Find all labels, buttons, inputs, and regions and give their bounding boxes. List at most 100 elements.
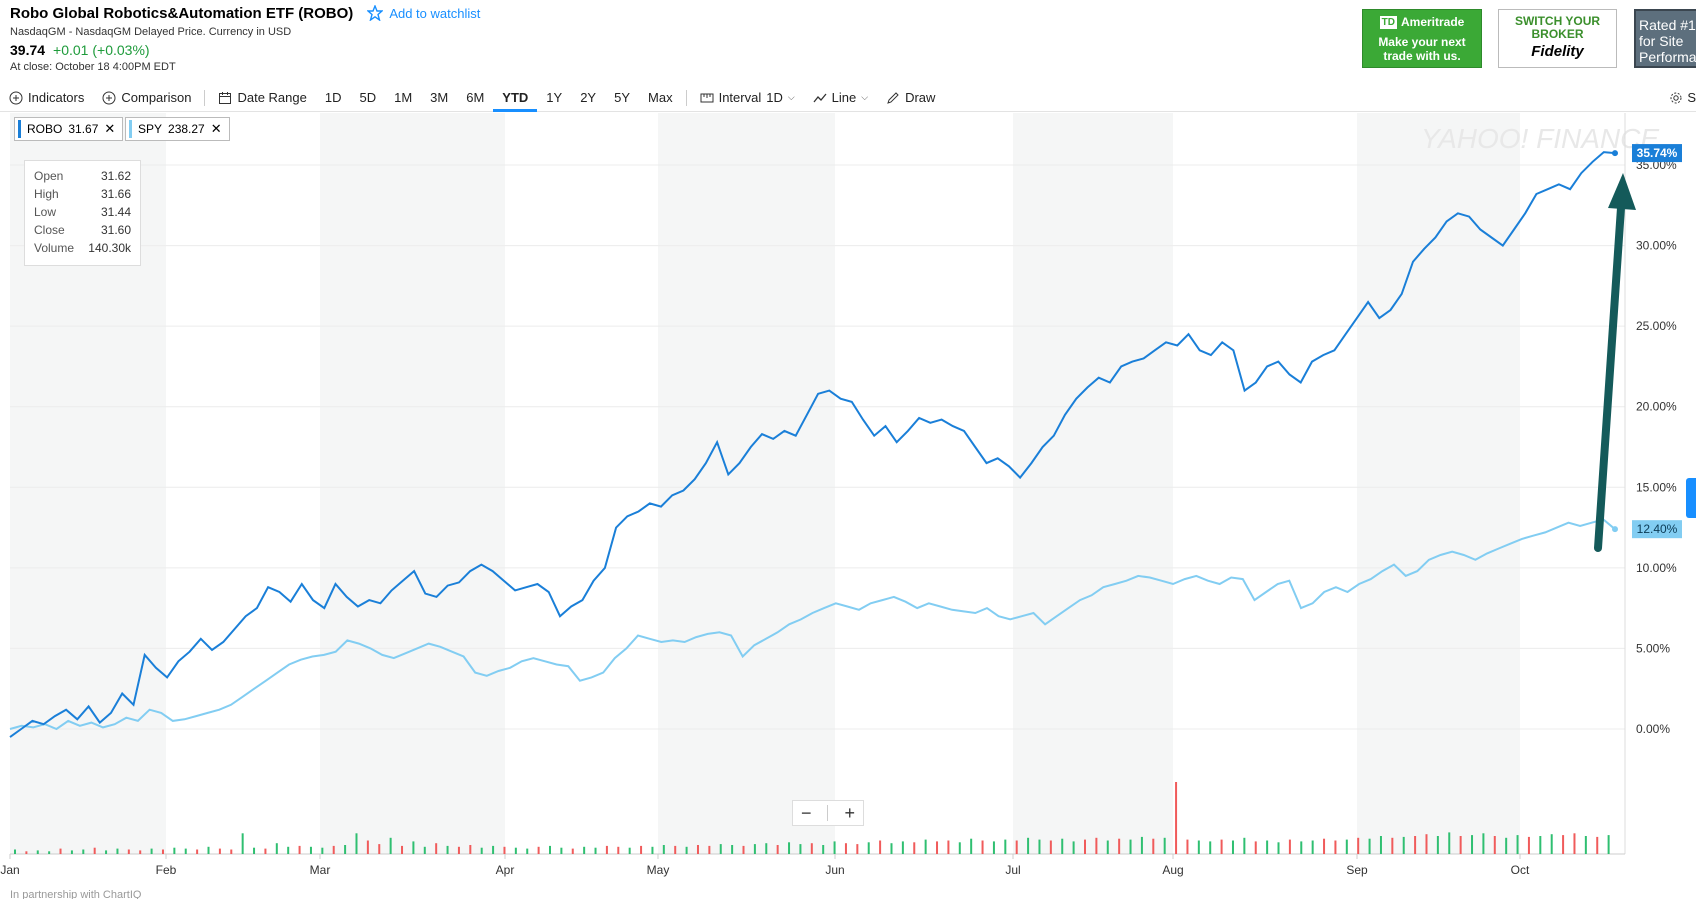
volume-bar [457,846,460,854]
x-tick-label: Sep [1346,863,1368,877]
volume-bar [230,849,233,854]
series-end-label: 12.40% [1637,522,1678,536]
volume-bar [298,845,301,854]
volume-bar [867,842,870,854]
robo-series-pill[interactable]: ROBO 31.67 ✕ [14,117,124,141]
watermark-text: YAHOO! FINANCE [1421,123,1659,154]
y-tick-label: 20.00% [1636,400,1677,414]
volume-bar [537,846,540,854]
range-button-1m[interactable]: 1M [394,90,413,105]
x-tick-label: Mar [310,863,331,877]
volume-bar [469,845,472,854]
close-icon[interactable]: ✕ [210,121,222,136]
volume-bar [981,840,984,854]
volume-bar [742,845,745,854]
zoom-in-button[interactable]: + [844,802,855,823]
close-info: At close: October 18 4:00PM EDT [10,61,176,73]
volume-bar [196,849,199,854]
interval-dropdown[interactable]: Interval 1D ⌵ [691,84,804,112]
volume-bar [1186,839,1189,854]
y-tick-label: 5.00% [1636,641,1670,655]
series-color-bar [18,120,21,138]
fidelity-ad[interactable]: SWITCH YOUR BROKER Fidelity [1498,9,1617,68]
series-end-dot [1612,150,1618,157]
pill-value: 238.27 [168,122,205,136]
range-button-ytd[interactable]: YTD [493,84,538,112]
line-type-dropdown[interactable]: Line ⌵ [804,84,877,112]
volume-bar [1345,839,1348,854]
volume-bar [696,845,699,854]
add-to-watchlist-button[interactable]: Add to watchlist [367,5,480,21]
volume-bar [1379,836,1382,854]
range-button-5y[interactable]: 5Y [614,90,631,105]
range-button-2y[interactable]: 2Y [580,90,597,105]
volume-bar [446,845,449,854]
series-end-dot [1612,526,1618,533]
range-button-1d[interactable]: 1D [324,90,342,105]
x-tick-label: May [647,863,670,877]
pill-symbol: SPY [138,122,163,136]
settings-button[interactable]: S [1669,90,1696,105]
star-icon [367,5,384,21]
range-button-5d[interactable]: 5D [359,90,377,105]
range-buttons: 1D 5D 1M 3M 6M YTD 1Y 2Y 5Y Max [316,84,682,112]
footer-credit: In partnership with ChartIQ [10,889,142,899]
spy-series-pill[interactable]: SPY 238.27 ✕ [125,117,230,141]
volume-bar [161,849,164,854]
volume-bar [1471,835,1474,854]
date-range-button[interactable]: Date Range [209,84,315,112]
range-button-6m[interactable]: 6M [466,90,485,105]
close-icon[interactable]: ✕ [104,121,116,136]
price-chart[interactable]: YAHOO! FINANCE 0.00% 5.00% 10.00% 15.00% 20.0… [0,113,1696,899]
volume-bar [127,849,130,854]
volume-bar [1607,835,1610,854]
volume-bar [844,843,847,854]
month-band [1013,113,1173,854]
volume-bar [560,847,563,854]
volume-bar [1414,836,1417,854]
volume-bar [59,848,62,854]
volume-bar [116,848,119,854]
volume-bar [366,840,369,854]
watchlist-label: Add to watchlist [389,5,481,21]
current-price: 39.74 [10,42,46,58]
volume-bar [810,843,813,854]
range-button-max[interactable]: Max [648,90,673,105]
volume-bar [924,839,927,854]
volume-bar [856,844,859,854]
ohlc-label: Close [34,223,65,237]
volume-bar [605,845,608,854]
side-panel-toggle[interactable] [1686,478,1696,518]
volume-bar [822,845,825,854]
td-ameritrade-ad[interactable]: TD Ameritrade Make your next trade with u… [1362,9,1482,68]
volume-bar [640,845,643,854]
zoom-out-button[interactable]: − [800,802,812,823]
volume-bar [1584,836,1587,854]
volume-bar [1550,834,1553,854]
draw-button[interactable]: Draw [877,84,944,112]
volume-bar [765,843,768,854]
comparison-button[interactable]: Comparison [93,84,200,112]
volume-bar [492,845,495,854]
volume-bar [526,848,529,854]
rated-ad[interactable]: Rated #1 for Site Performa [1634,9,1696,68]
volume-bar [332,845,335,854]
volume-bar [594,847,597,854]
volume-bar [70,850,73,854]
range-button-1y[interactable]: 1Y [546,90,563,105]
series-end-badge [1632,520,1682,539]
volume-bar [241,833,244,854]
volume-bar [1061,838,1064,854]
volume-bar [1254,841,1257,854]
volume-bar [1391,837,1394,854]
ohlc-value: 31.60 [100,223,131,237]
volume-bar [1539,836,1542,854]
volume-bar [105,850,108,854]
volume-bar [139,850,142,854]
indicators-button[interactable]: Indicators [0,84,93,112]
toolbar-divider [685,89,687,106]
range-button-3m[interactable]: 3M [430,90,449,105]
page-title: Robo Global Robotics&Automation ETF (ROB… [10,4,354,22]
volume-bar [958,842,961,854]
y-tick-label: 10.00% [1636,561,1677,575]
